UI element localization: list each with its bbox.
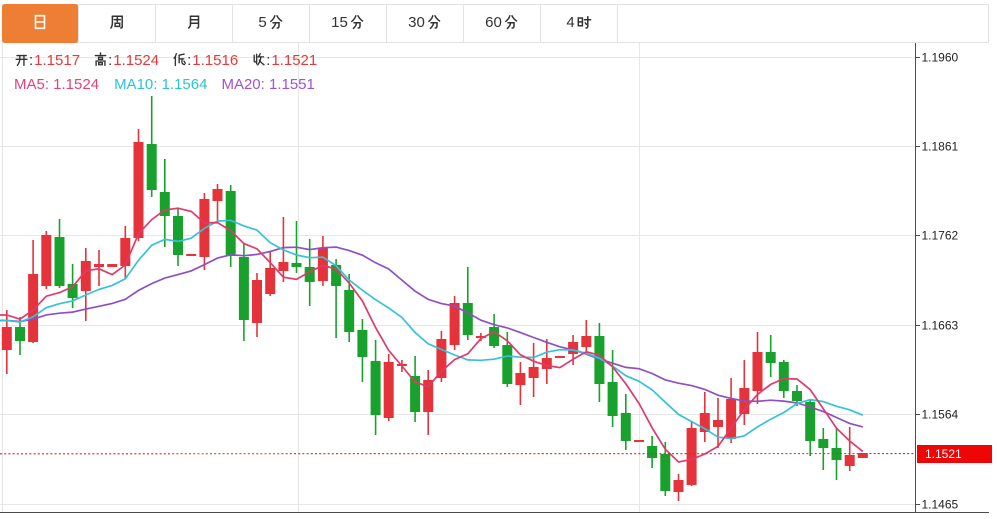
svg-text:1.1663: 1.1663 (922, 319, 959, 333)
svg-text:1.1521: 1.1521 (925, 447, 962, 461)
svg-text:1.1861: 1.1861 (922, 140, 959, 154)
svg-text:1.1465: 1.1465 (922, 498, 959, 512)
svg-text:1.1762: 1.1762 (922, 229, 959, 243)
svg-text:1.1960: 1.1960 (922, 51, 959, 65)
svg-text:1.1564: 1.1564 (922, 408, 959, 422)
